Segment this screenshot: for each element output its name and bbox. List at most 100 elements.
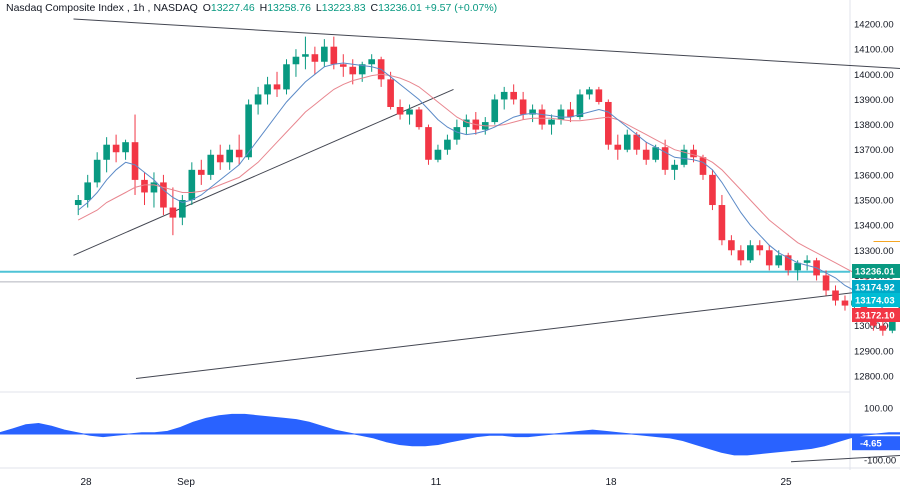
candle-body: [614, 144, 622, 150]
candle-body: [690, 149, 697, 158]
price-tick-label: 13300.00: [854, 246, 894, 257]
time-tick-label: 28: [80, 477, 92, 487]
oscillator-value-label: -4.65: [860, 439, 882, 450]
low-label: L: [315, 2, 322, 14]
candle-body: [605, 101, 612, 145]
candle-body: [179, 200, 186, 218]
candle-body: [406, 109, 413, 115]
candle-body: [188, 169, 196, 200]
candle-body: [510, 91, 517, 100]
candle-body: [699, 157, 707, 175]
candle-body: [519, 99, 527, 115]
candle-body: [879, 325, 887, 331]
chart-header: Nasdaq Composite Index, 1h, NASDAQ O13227.…: [6, 2, 498, 14]
candle-body: [273, 84, 281, 90]
candle-body: [311, 54, 319, 62]
candle-body: [661, 147, 669, 170]
candle-body: [396, 107, 404, 115]
candle-body: [264, 84, 271, 95]
candle-body: [775, 255, 783, 266]
candle-body: [491, 99, 499, 123]
candle-body: [226, 149, 234, 163]
price-label-text: 13236.01: [855, 267, 895, 278]
price-tick-label: 14200.00: [854, 20, 894, 31]
candle-body: [169, 207, 177, 218]
change-value: +9.57 (+0.07%): [424, 2, 498, 14]
fast-moving-average: [77, 62, 900, 319]
price-label-box: [852, 308, 900, 322]
high-label: H: [259, 2, 268, 14]
candle-body: [207, 154, 215, 175]
open-value: 13227.46: [210, 2, 255, 14]
trendline-rising-support-upper: [73, 88, 454, 256]
symbol-name: Nasdaq Composite Index: [6, 2, 124, 14]
price-labels: 13236.01 13174.92 13174.03 13172.10: [852, 264, 900, 322]
candle-body: [737, 250, 745, 261]
candle-body: [84, 182, 92, 200]
price-label-box: [852, 264, 900, 278]
price-tick-label: 13400.00: [854, 221, 894, 232]
candle-body: [652, 147, 659, 160]
candle-body: [576, 94, 584, 118]
candle-body: [832, 290, 839, 301]
candle-body: [747, 245, 754, 261]
price-tick-label: 13800.00: [854, 120, 894, 131]
candle-body: [718, 205, 726, 241]
price-tick-label: 12800.00: [854, 371, 894, 382]
candle-body: [728, 240, 735, 251]
price-tick-label: 13700.00: [854, 145, 894, 156]
slow-moving-average: [77, 73, 900, 297]
candle-body: [680, 149, 688, 165]
candle-body: [538, 109, 546, 125]
candle-body: [841, 300, 849, 306]
trendline-descending-resistance: [73, 18, 900, 69]
price-label-box: [852, 293, 900, 307]
candle-body: [131, 142, 139, 180]
candle-body: [756, 245, 764, 251]
candle-body: [387, 79, 394, 107]
candle-body: [500, 91, 508, 100]
candle-body: [595, 89, 603, 102]
open-label: O: [202, 2, 211, 14]
oscillator-tick-label: -100.00: [864, 456, 896, 467]
close-value: 13236.01: [378, 2, 422, 14]
candle-body: [160, 182, 167, 208]
candle-body: [822, 275, 830, 291]
candle-body: [235, 149, 243, 158]
candle-body: [567, 109, 574, 118]
candle-body: [292, 56, 300, 65]
candle-body: [254, 94, 262, 105]
interval: 1h: [132, 2, 145, 14]
candle-body: [197, 169, 205, 175]
candle-body: [784, 255, 792, 271]
candle-body: [122, 142, 129, 153]
candle-body: [74, 200, 82, 206]
candle-body: [216, 154, 224, 163]
candle-body: [112, 144, 120, 153]
candle-body: [642, 149, 650, 160]
price-label-box: [852, 280, 900, 294]
time-tick-label: 11: [431, 477, 442, 487]
close-label: C: [370, 2, 379, 14]
candle-body: [453, 127, 461, 140]
low-value: 13223.83: [321, 2, 366, 14]
candle-body: [302, 54, 309, 57]
price-tick-label: 13900.00: [854, 95, 894, 106]
price-tick-label: 13600.00: [854, 170, 894, 181]
oscillator-divergence-line: [790, 455, 900, 463]
oscillator-tick-label: 100.00: [864, 403, 893, 414]
candle-body: [330, 46, 338, 65]
trendline-rising-support-lower: [135, 286, 900, 379]
time-axis: 28Sep111825Oct59: [80, 477, 792, 487]
candle-body: [245, 104, 252, 158]
high-value: 13258.76: [267, 2, 311, 14]
price-label-text: 13174.92: [855, 283, 895, 294]
candle-body: [529, 109, 536, 115]
candle-body: [434, 149, 442, 160]
candle-body: [548, 119, 555, 125]
candle-body: [283, 64, 290, 90]
candle-body: [623, 134, 631, 150]
candle-body: [794, 262, 801, 271]
